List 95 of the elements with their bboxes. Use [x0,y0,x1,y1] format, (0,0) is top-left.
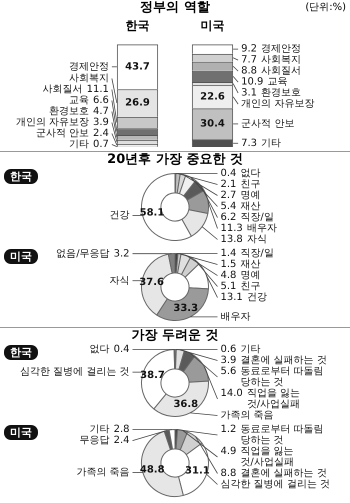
data-label: 26.9 [125,98,150,109]
text: 환경보호 [261,88,302,99]
data-label: 4.9 [220,446,236,458]
data-label: 9.2 [241,44,258,55]
slice-label: 가족의 죽음 [220,410,274,422]
slice-label: 심각한 질병에 걸리는 것 [220,479,330,490]
data-label: 4.7 [92,106,109,118]
data-label: 2.8 [114,424,130,436]
slice-label: 없음/무응답 [56,248,110,260]
data-label: 14.0 [220,388,243,400]
chart-title: 20년후 가장 중요한 것 [0,152,350,167]
slice-label: 기타 [90,424,110,436]
text: 환경보호 [48,106,89,118]
slice-label: 자식 [110,275,130,286]
slice-label: 무응답 [80,435,110,446]
slice-label: 직장/일 [240,248,274,260]
data-label: 3.9 [92,117,109,128]
text: 교육 [267,76,288,88]
slice-label: 건강 [246,292,267,304]
data-label: 6.2 [220,212,236,224]
slice-label: 배우자 [246,223,277,234]
slice-label: 친구 [240,179,260,190]
slice-label: 직업을 잃는 것/사업실패 [240,446,294,468]
series-label: 경제안정 [68,61,109,72]
slice-label: 결혼에 실패하는 것 [240,355,327,366]
slice-label: 직장/일 [240,212,274,224]
data-label: 10.9 [241,76,264,88]
slice-label: 결혼에 실패하는 것 [240,468,327,480]
data-label: 7.3 [241,138,258,149]
slice-label: 친구 [240,281,260,292]
slice-label: 배우자 [220,311,250,322]
data-label: 7.7 [241,54,258,66]
chart-title: 정부의 역할 [140,0,210,15]
text: 개인의 자유보장 [16,117,89,128]
data-label: 0.6 [220,344,236,356]
text: 한국 [4,169,38,184]
data-label: 0.4 [220,168,236,180]
data-label: 13.1 [220,292,243,304]
data-label: 5.1 [220,281,236,292]
data-label: 8.8 [241,66,258,77]
data-label: 5.6 [220,366,236,378]
data-label: 2.1 [220,179,236,190]
slice-label: 건강 [110,210,130,222]
data-label: 2.7 [220,190,236,202]
data-label: 1.4 [220,248,236,260]
chart-subtitle: 미국 [4,425,38,440]
data-label: 0.4 [114,344,130,356]
data-label: 36.8 [173,398,198,410]
text: 사회질서 [42,84,83,96]
series-label: 개인의 자유보장 [241,98,314,110]
slice-label: 없다 [240,168,260,180]
text: 기타 [68,139,89,150]
data-label: 2.4 [114,435,130,446]
chart-subtitle: 한국 [4,345,38,360]
data-label: 1.2 [220,424,236,436]
data-label: 22.6 [200,91,225,102]
text: 기타 [261,138,282,149]
data-label: 11.1 [86,84,109,96]
slice-label: 자식 [246,234,267,246]
data-label: 3.9 [220,355,236,366]
data-label: 11.3 [220,223,243,234]
text: 사회복지 [261,54,302,66]
text: (단위:%) [305,2,346,14]
data-label: 6.6 [92,95,109,106]
slice-label: 가족의 죽음 [76,467,130,478]
data-label: 8.8 [220,468,236,480]
chart-title: 가장 두려운 것 [0,328,350,343]
slice-label: 명예 [240,270,260,282]
slice-label: 재산 [240,259,260,270]
data-label: 1.5 [220,259,236,270]
text: 사회질서 [261,66,302,77]
series-label: 군사적 안보 [241,118,294,130]
slice-label: 명예 [240,190,260,202]
data-label: 30.4 [200,118,225,130]
slice-label: 재산 [240,201,260,212]
data-label: 33.3 [173,302,198,314]
data-label: 3.1 [241,88,258,99]
data-label: 3.2 [114,248,130,260]
data-label: 13.8 [220,234,243,246]
data-label: 4.8 [220,270,236,282]
data-label: 5.4 [220,201,236,212]
slice-label: 직업을 잃는 것/사업실패 [246,388,300,410]
data-label: 2.4 [92,128,109,140]
slice-label: 없다 [90,344,110,356]
series-label: 사회복지 [68,73,109,84]
text: 군사적 안보 [36,128,89,140]
chart-subtitle: 미국 [4,249,38,264]
data-label: 0.7 [92,139,109,150]
slice-label: 동료로부터 따돌림 당하는 것 [240,366,324,388]
data-label: 43.7 [125,61,150,72]
slice-label: 동료로부터 따돌림 당하는 것 [240,424,324,446]
slice-label: 기타 [240,344,260,356]
text: 교육 [68,95,89,106]
text: 경제안정 [261,44,302,55]
slice-label: 심각한 질병에 걸리는 것 [20,366,130,378]
